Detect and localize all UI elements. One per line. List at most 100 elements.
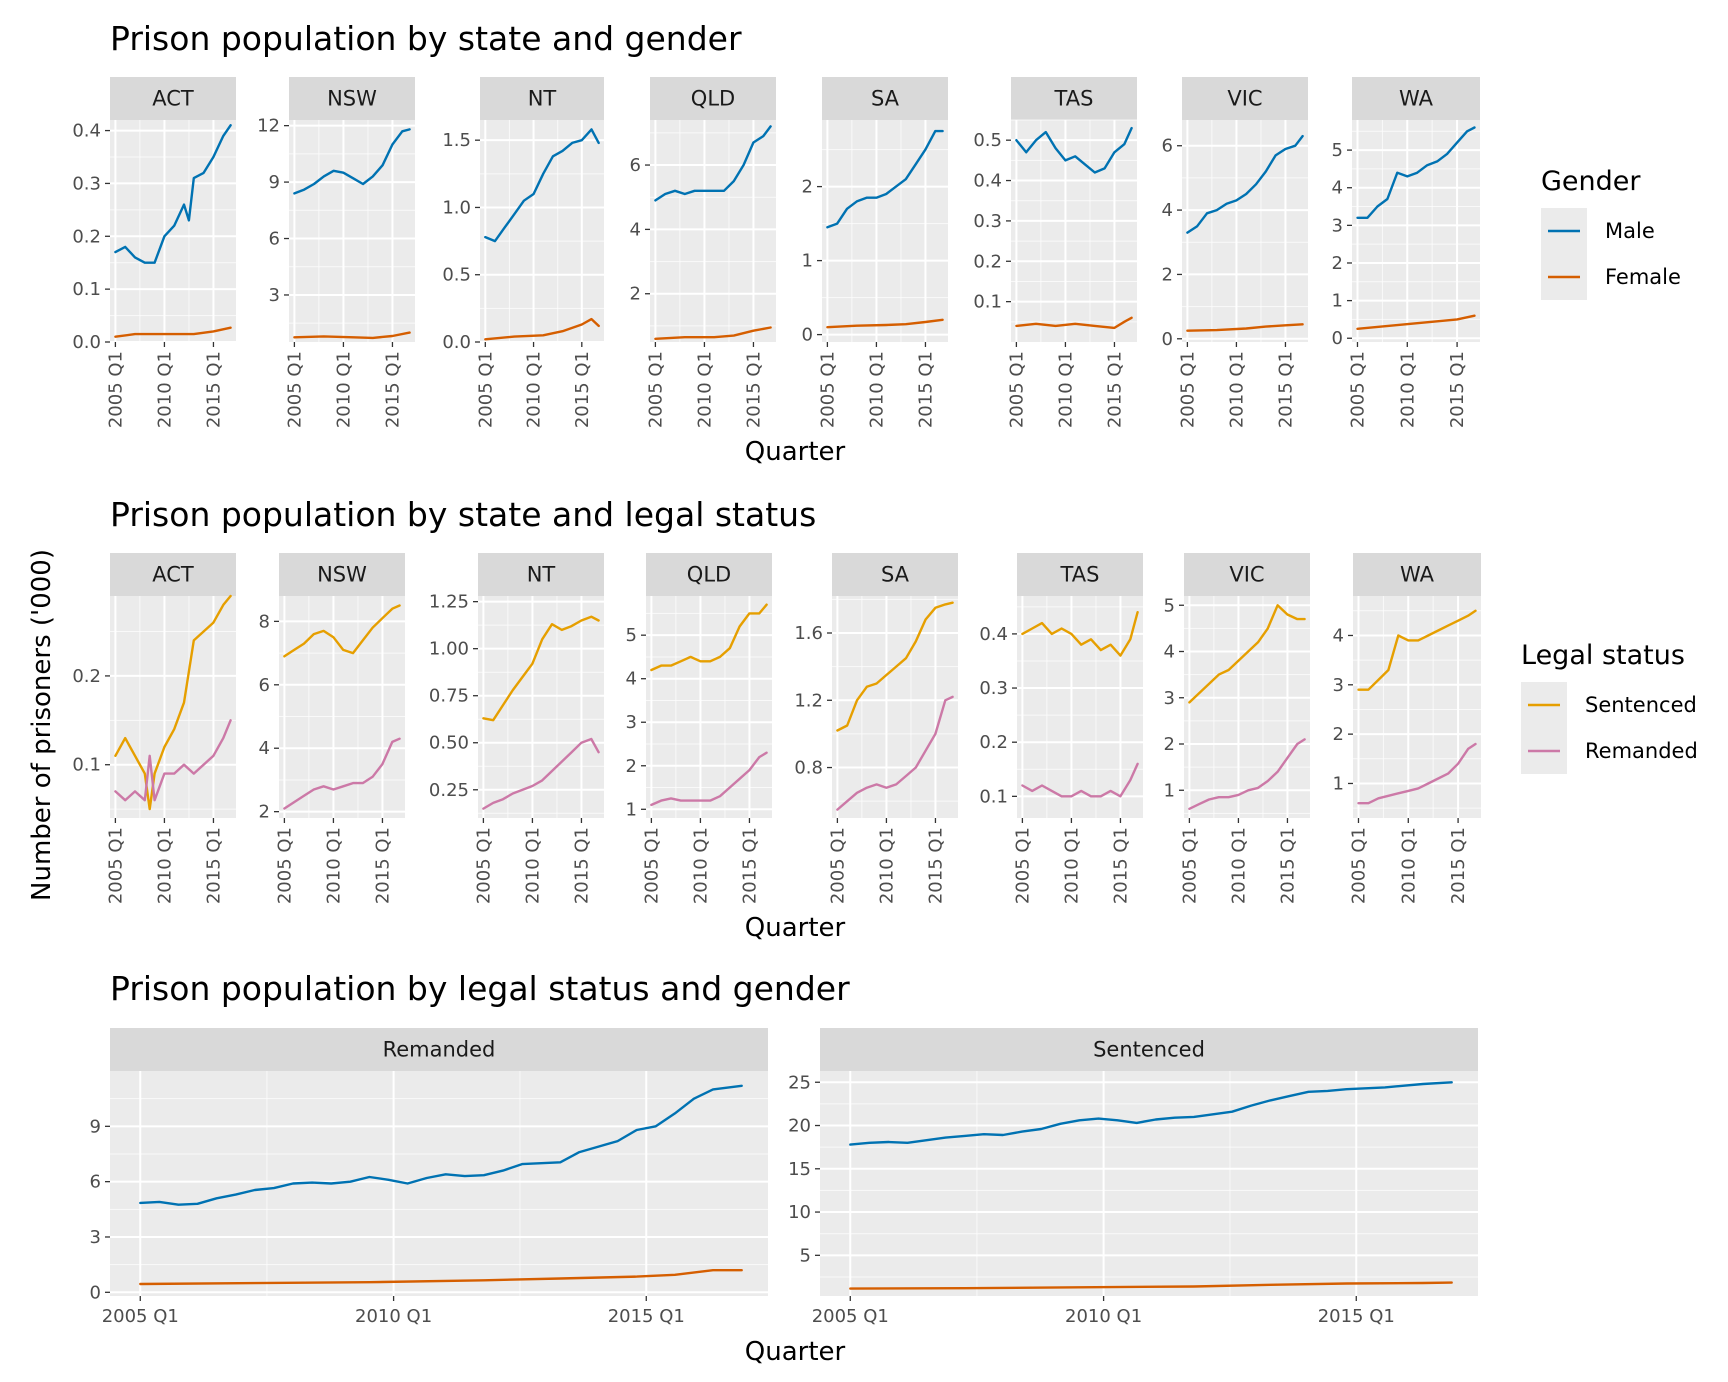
facet-strip-label: NT — [528, 87, 557, 111]
legend-label-male: Male — [1605, 219, 1655, 243]
x-tick-label: 2005 Q1 — [812, 1306, 889, 1327]
x-tick-label: 2005 Q1 — [284, 351, 305, 428]
x-tick-label: 2015 Q1 — [915, 351, 936, 428]
series-line-female — [139, 1269, 743, 1286]
y-tick-label: 0.2 — [973, 251, 1002, 272]
facet-strip-label: NSW — [317, 563, 367, 587]
plot-area — [1353, 596, 1481, 818]
facet-panel-nsw: NSW 2 4 6 8 2005 Q1 2010 Q1 2015 Q1 — [259, 553, 405, 904]
x-axis-title: Quarter — [745, 913, 846, 943]
x-tick-label: 2005 Q1 — [102, 1306, 179, 1327]
y-tick-label: 0 — [1162, 329, 1173, 350]
series-line-sentenced — [1021, 611, 1139, 657]
y-tick-label: 0.4 — [979, 624, 1008, 645]
x-tick-label: 2015 Q1 — [382, 351, 403, 428]
facet-panel-wa: WA 0 1 2 3 4 5 2005 Q1 2010 Q1 2015 Q1 — [1332, 77, 1480, 428]
x-tick-label: 2015 Q1 — [203, 351, 224, 428]
y-tick-label: 15 — [788, 1159, 811, 1180]
facet-panel-remanded: Remanded 0 3 6 9 2005 Q1 2010 Q1 2015 Q1 — [90, 1028, 768, 1327]
y-tick-label: 4 — [1162, 200, 1173, 221]
y-tick-label: 0.50 — [429, 733, 469, 754]
facet-panel-tas: TAS 0.1 0.2 0.3 0.4 2005 Q1 2010 Q1 2015 Q1 — [979, 553, 1143, 904]
x-tick-label: 2010 Q1 — [1061, 827, 1082, 904]
series-line-female — [826, 318, 944, 329]
x-tick-label: 2015 Q1 — [739, 827, 760, 904]
y-tick-label: 3 — [1332, 215, 1343, 236]
facet-strip-label: VIC — [1227, 87, 1262, 111]
y-tick-label: 0.4 — [973, 171, 1002, 192]
facet-strip — [1182, 77, 1308, 120]
y-tick-label: 2 — [259, 802, 270, 823]
series-line-sentenced — [283, 604, 401, 658]
x-tick-label: 2015 Q1 — [1318, 1306, 1395, 1327]
plot-area — [820, 1071, 1478, 1296]
y-tick-label: 2 — [626, 756, 637, 777]
plot-area — [279, 596, 405, 818]
y-tick-label: 1.2 — [794, 690, 823, 711]
facet-strip-label: Sentenced — [1093, 1038, 1205, 1062]
x-tick-label: 2005 Q1 — [817, 351, 838, 428]
y-tick-label: 0.2 — [72, 666, 101, 687]
y-tick-label: 4 — [1332, 178, 1343, 199]
facet-panel-nt: NT 0.25 0.50 0.75 1.00 1.25 2005 Q1 2010 Q1 2015… — [429, 553, 604, 904]
plot-area — [1011, 120, 1137, 342]
y-tick-label: 1 — [1332, 291, 1343, 312]
facet-strip — [646, 553, 772, 596]
chart-row-state-gender: Prison population by state and gender ACT… — [72, 19, 1480, 467]
y-tick-label: 8 — [259, 611, 270, 632]
y-tick-label: 3 — [626, 712, 637, 733]
facet-strip — [480, 77, 604, 120]
series-line-remanded — [836, 695, 954, 811]
facet-strip-label: QLD — [691, 87, 735, 111]
series-line-remanded — [482, 737, 600, 810]
chart-row-legal-gender: Prison population by legal status and ge… — [90, 969, 1478, 1367]
facet-strip-label: SA — [871, 87, 900, 111]
y-tick-label: 0 — [802, 325, 813, 346]
x-tick-label: 2010 Q1 — [1055, 351, 1076, 428]
x-tick-label: 2010 Q1 — [333, 351, 354, 428]
legend-legal-title: Legal status — [1521, 640, 1685, 671]
x-tick-label: 2010 Q1 — [323, 827, 344, 904]
x-tick-label: 2010 Q1 — [1398, 827, 1419, 904]
facet-strip — [110, 553, 236, 596]
y-tick-label: 0 — [90, 1282, 101, 1303]
y-tick-label: 6 — [90, 1172, 101, 1193]
series-line-remanded — [1188, 738, 1306, 810]
series-line-male — [1015, 126, 1133, 174]
series-line-male — [139, 1084, 743, 1206]
plot-area — [822, 120, 948, 342]
y-tick-label: 4 — [1164, 642, 1175, 663]
x-tick-label: 2005 Q1 — [473, 827, 494, 904]
y-tick-label: 1 — [1333, 773, 1344, 794]
y-tick-label: 0.5 — [973, 130, 1002, 151]
y-tick-label: 6 — [630, 155, 641, 176]
y-tick-label: 3 — [1164, 688, 1175, 709]
y-tick-label: 4 — [630, 219, 641, 240]
x-tick-label: 2015 Q1 — [1277, 827, 1298, 904]
plot-area — [110, 596, 236, 818]
series-line-female — [484, 317, 600, 341]
x-tick-label: 2010 Q1 — [694, 351, 715, 428]
facet-strip-label: ACT — [152, 87, 194, 111]
y-tick-label: 1.00 — [429, 639, 469, 660]
series-line-female — [114, 326, 232, 338]
y-tick-label: 10 — [788, 1202, 811, 1223]
facet-strip-label: NSW — [327, 87, 377, 111]
facet-strip — [820, 1028, 1478, 1071]
x-tick-label: 2015 Q1 — [203, 827, 224, 904]
legend-gender-title: Gender — [1541, 166, 1641, 197]
y-tick-label: 0 — [1332, 328, 1343, 349]
series-line-remanded — [1021, 762, 1139, 798]
series-line-female — [1356, 314, 1476, 330]
y-tick-label: 0.8 — [794, 758, 823, 779]
y-tick-label: 1.6 — [794, 623, 823, 644]
x-tick-label: 2015 Q1 — [1448, 827, 1469, 904]
x-tick-label: 2010 Q1 — [1397, 351, 1418, 428]
y-tick-label: 3 — [1333, 675, 1344, 696]
facet-strip — [832, 553, 958, 596]
y-tick-label: 1.0 — [442, 197, 471, 218]
series-line-male — [484, 128, 600, 243]
x-tick-label: 2005 Q1 — [274, 827, 295, 904]
x-axis-title: Quarter — [745, 1337, 846, 1367]
x-tick-label: 2010 Q1 — [154, 827, 175, 904]
